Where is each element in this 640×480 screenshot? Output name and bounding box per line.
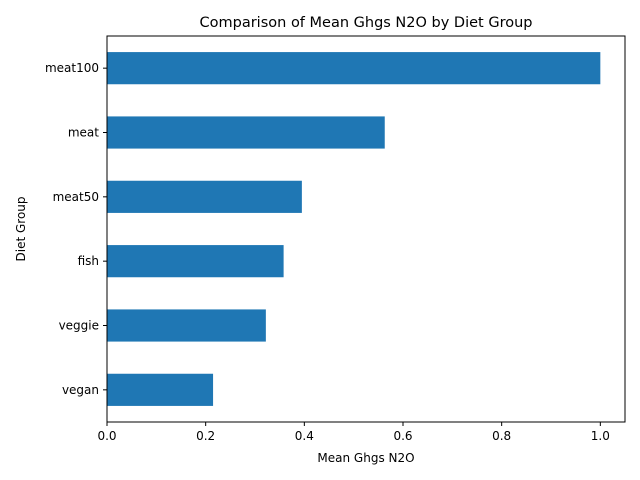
bar-meat100 (107, 52, 601, 85)
bar-meat50 (107, 180, 302, 213)
y-tick-label: meat50 (53, 190, 99, 204)
x-tick-label: 0.2 (196, 429, 215, 443)
chart-title: Comparison of Mean Ghgs N2O by Diet Grou… (200, 15, 533, 31)
y-tick-label: meat (68, 126, 99, 140)
x-tick-label: 0.4 (295, 429, 314, 443)
x-axis-ticks: 0.0 0.2 0.4 0.6 0.8 1.0 (97, 422, 610, 443)
y-tick-label: meat100 (45, 61, 99, 75)
x-tick-label: 1.0 (591, 429, 610, 443)
bar-fish (107, 245, 284, 278)
bar-vegan (107, 373, 214, 406)
x-tick-label: 0.6 (393, 429, 412, 443)
y-axis-ticks: vegan veggie fish meat50 meat meat100 (45, 61, 107, 397)
bar-meat (107, 116, 385, 149)
y-tick-label: fish (78, 254, 99, 268)
bars-group (107, 52, 601, 406)
bar-veggie (107, 309, 266, 342)
y-axis-label: Diet Group (14, 196, 28, 261)
x-tick-label: 0.0 (97, 429, 116, 443)
x-axis-label: Mean Ghgs N2O (317, 451, 414, 465)
plot-frame (106, 35, 626, 423)
y-tick-label: veggie (59, 319, 99, 333)
y-tick-label: vegan (62, 383, 99, 397)
x-tick-label: 0.8 (492, 429, 511, 443)
